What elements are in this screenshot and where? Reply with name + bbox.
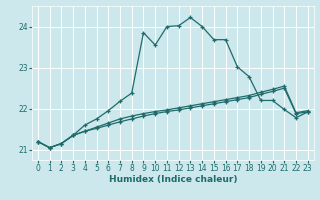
X-axis label: Humidex (Indice chaleur): Humidex (Indice chaleur) [108,175,237,184]
